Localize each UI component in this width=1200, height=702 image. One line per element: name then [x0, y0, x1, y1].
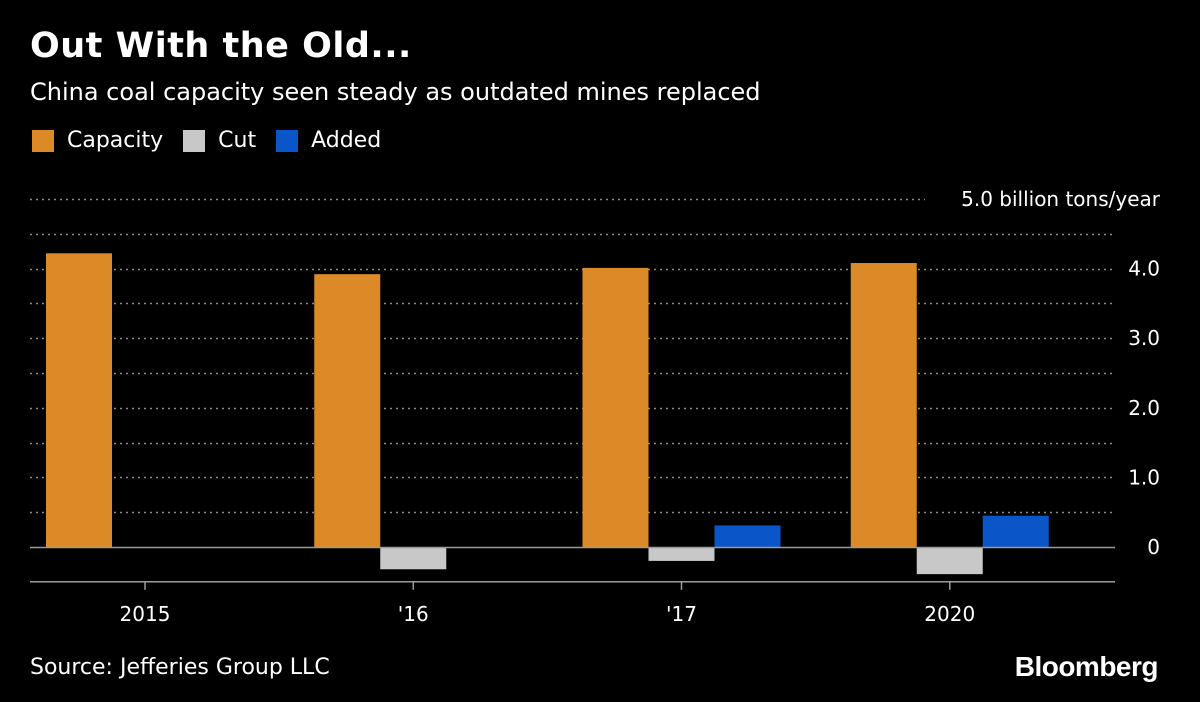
legend-item-cut: Cut	[183, 128, 256, 153]
bar-capacity	[314, 274, 381, 547]
bar-cut	[648, 547, 715, 561]
y-tick-label: 0	[1147, 535, 1160, 559]
bloomberg-logo: Bloomberg	[1014, 651, 1159, 682]
legend-item-added: Added	[276, 128, 381, 153]
legend-swatch-capacity	[32, 129, 54, 152]
bar-cut	[380, 547, 447, 570]
source-note: Source: Jefferies Group LLC	[30, 655, 330, 680]
y-tick-label: 4.0	[1128, 257, 1160, 281]
y-tick-label: 2.0	[1128, 396, 1160, 420]
bar-capacity	[46, 253, 112, 547]
x-tick-label: '16	[398, 602, 429, 626]
x-tick-label: 2020	[924, 602, 975, 626]
legend-label-capacity: Capacity	[67, 128, 164, 153]
bar-cut	[916, 547, 983, 575]
x-tick-label: '17	[666, 602, 697, 626]
bar-capacity	[582, 267, 649, 547]
chart-title: Out With the Old...	[30, 26, 412, 66]
y-tick-label: 1.0	[1128, 465, 1160, 489]
legend: Capacity Cut Added	[32, 128, 401, 153]
legend-swatch-added	[276, 129, 299, 152]
chart-subtitle: China coal capacity seen steady as outda…	[30, 78, 761, 106]
bar-added	[982, 515, 1049, 547]
legend-swatch-cut	[183, 129, 206, 152]
y-tick-label: 3.0	[1128, 326, 1160, 350]
legend-label-added: Added	[311, 128, 382, 153]
y-axis-unit-label: 5.0 billion tons/year	[961, 187, 1161, 211]
bar-added	[714, 525, 781, 547]
legend-item-capacity: Capacity	[32, 128, 163, 153]
x-tick-label: 2015	[120, 602, 171, 626]
bar-capacity	[850, 263, 917, 547]
legend-label-cut: Cut	[218, 128, 257, 153]
